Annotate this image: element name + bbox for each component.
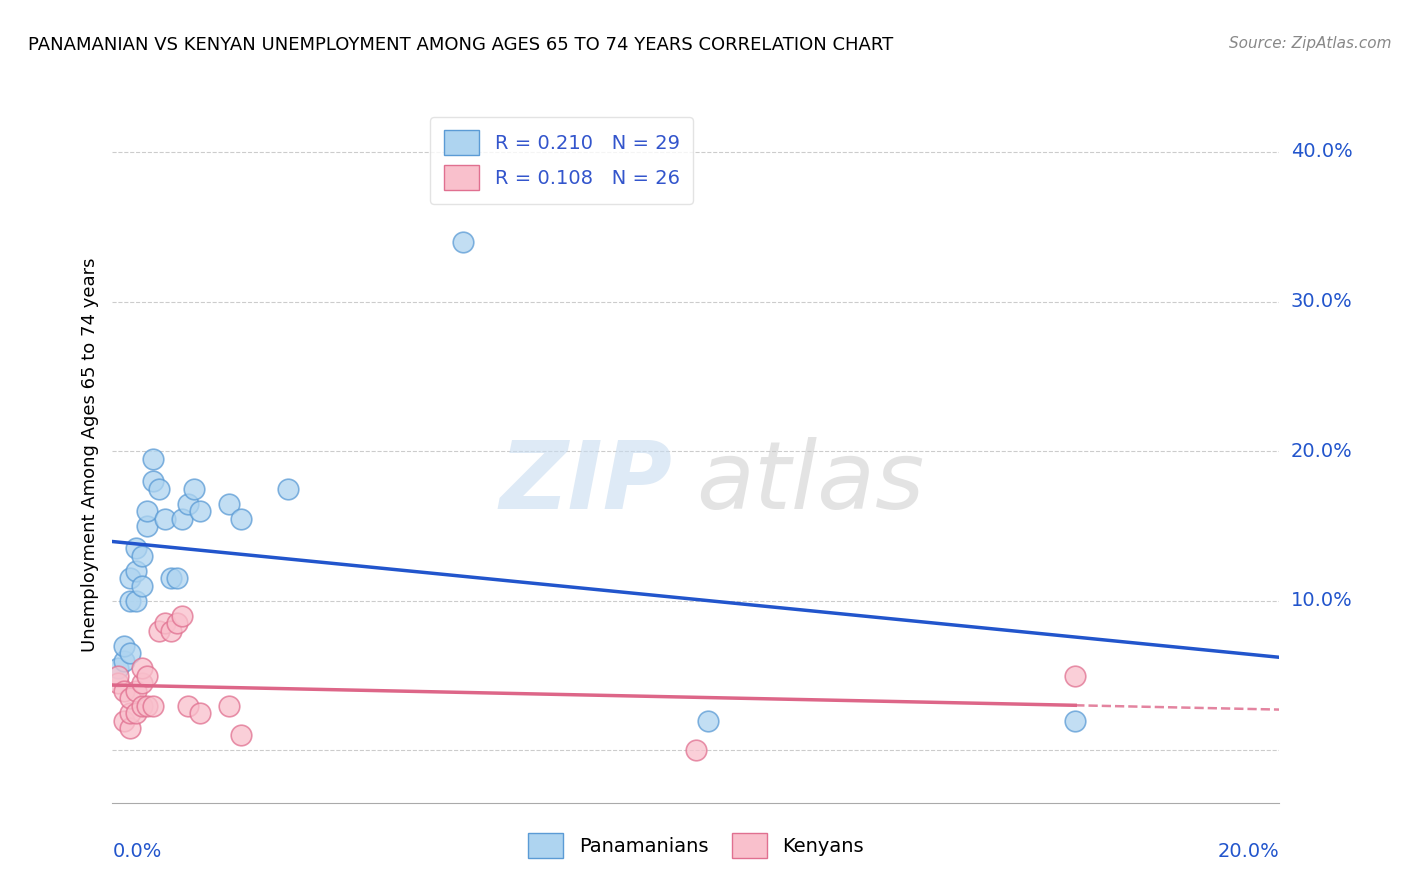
- Point: [160, 571, 183, 585]
- Point: [685, 743, 707, 757]
- Text: 20.0%: 20.0%: [1218, 842, 1279, 861]
- Text: atlas: atlas: [696, 437, 924, 528]
- Point: [136, 504, 159, 518]
- Point: [229, 511, 252, 525]
- Point: [131, 579, 153, 593]
- Point: [153, 511, 176, 525]
- Text: ZIP: ZIP: [499, 437, 672, 529]
- Point: [125, 594, 148, 608]
- Point: [148, 624, 170, 638]
- Point: [125, 706, 148, 720]
- Point: [229, 729, 252, 743]
- Y-axis label: Unemployment Among Ages 65 to 74 years: Unemployment Among Ages 65 to 74 years: [80, 258, 98, 652]
- Point: [107, 661, 129, 675]
- Point: [131, 549, 153, 563]
- Text: 10.0%: 10.0%: [1291, 591, 1353, 610]
- Point: [183, 482, 205, 496]
- Point: [118, 706, 141, 720]
- Legend: Panamanians, Kenyans: Panamanians, Kenyans: [516, 822, 876, 870]
- Point: [166, 571, 188, 585]
- Point: [136, 668, 159, 682]
- Point: [118, 646, 141, 660]
- Point: [107, 676, 129, 690]
- Point: [131, 698, 153, 713]
- Point: [218, 698, 240, 713]
- Text: 30.0%: 30.0%: [1291, 292, 1353, 311]
- Point: [112, 683, 135, 698]
- Point: [153, 616, 176, 631]
- Text: PANAMANIAN VS KENYAN UNEMPLOYMENT AMONG AGES 65 TO 74 YEARS CORRELATION CHART: PANAMANIAN VS KENYAN UNEMPLOYMENT AMONG …: [28, 36, 893, 54]
- Point: [131, 676, 153, 690]
- Point: [136, 698, 159, 713]
- Point: [112, 639, 135, 653]
- Point: [188, 504, 211, 518]
- Point: [118, 571, 141, 585]
- Point: [218, 497, 240, 511]
- Point: [118, 594, 141, 608]
- Point: [131, 661, 153, 675]
- Point: [142, 698, 165, 713]
- Text: Source: ZipAtlas.com: Source: ZipAtlas.com: [1229, 36, 1392, 51]
- Point: [112, 654, 135, 668]
- Point: [451, 235, 474, 249]
- Point: [177, 698, 200, 713]
- Point: [142, 451, 165, 466]
- Point: [177, 497, 200, 511]
- Point: [148, 482, 170, 496]
- Point: [125, 541, 148, 556]
- Point: [172, 608, 194, 623]
- Point: [107, 668, 129, 682]
- Point: [1064, 714, 1087, 728]
- Text: 20.0%: 20.0%: [1291, 442, 1353, 460]
- Point: [112, 714, 135, 728]
- Text: 40.0%: 40.0%: [1291, 143, 1353, 161]
- Point: [696, 714, 718, 728]
- Point: [136, 519, 159, 533]
- Point: [166, 616, 188, 631]
- Point: [118, 721, 141, 735]
- Text: 0.0%: 0.0%: [112, 842, 162, 861]
- Point: [276, 482, 298, 496]
- Point: [125, 683, 148, 698]
- Point: [188, 706, 211, 720]
- Point: [1064, 668, 1087, 682]
- Point: [125, 564, 148, 578]
- Point: [142, 474, 165, 488]
- Point: [118, 691, 141, 706]
- Point: [160, 624, 183, 638]
- Point: [172, 511, 194, 525]
